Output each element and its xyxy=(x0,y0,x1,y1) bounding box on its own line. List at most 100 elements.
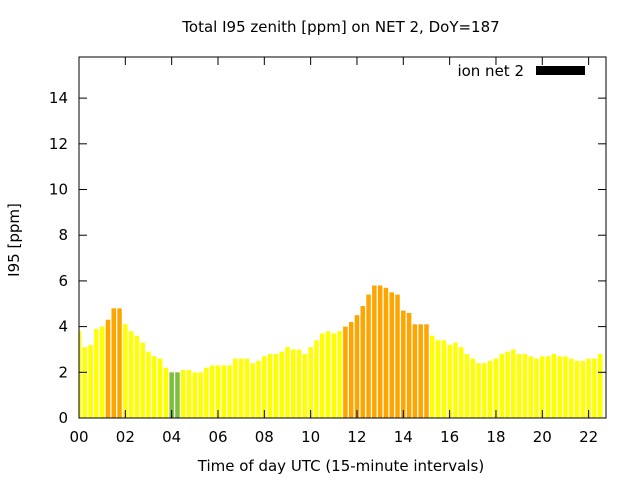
bar xyxy=(522,354,528,418)
bar xyxy=(273,354,279,418)
bar xyxy=(534,358,539,418)
x-tick-label: 16 xyxy=(440,428,459,446)
bar xyxy=(250,363,255,418)
bar xyxy=(175,372,180,418)
bar xyxy=(372,285,377,418)
x-tick-label: 02 xyxy=(116,428,135,446)
bar xyxy=(418,324,423,418)
x-tick-label: 22 xyxy=(579,428,598,446)
bar xyxy=(360,306,366,418)
bar xyxy=(487,360,493,418)
bar xyxy=(279,351,284,418)
bar xyxy=(186,370,192,418)
bar xyxy=(99,326,105,418)
bar xyxy=(146,351,151,418)
bar xyxy=(453,342,458,418)
bar xyxy=(233,358,238,418)
bar xyxy=(540,356,545,418)
bar xyxy=(204,367,209,418)
bar xyxy=(354,315,360,418)
bar xyxy=(285,347,290,418)
plot-frame xyxy=(78,56,607,419)
bar xyxy=(262,356,267,418)
bar xyxy=(476,363,481,418)
bar xyxy=(128,331,134,418)
bar xyxy=(134,335,140,418)
bar-series xyxy=(79,285,603,418)
bar xyxy=(163,367,169,418)
bar xyxy=(441,340,447,418)
bar xyxy=(105,319,111,418)
bar xyxy=(511,349,516,418)
bar xyxy=(464,354,470,418)
bar xyxy=(377,285,383,418)
legend: ion net 2 xyxy=(457,62,585,80)
bar xyxy=(430,335,435,418)
bar xyxy=(516,354,522,418)
x-tick-label: 00 xyxy=(69,428,88,446)
bar xyxy=(366,294,371,418)
bar xyxy=(308,347,313,418)
bar xyxy=(88,344,93,418)
y-tick-label: 8 xyxy=(58,226,68,244)
x-tick-label: 18 xyxy=(486,428,505,446)
bar xyxy=(314,340,319,418)
bar xyxy=(563,356,568,418)
bar xyxy=(383,287,389,418)
y-axis-label: I95 [ppm] xyxy=(5,203,23,277)
bar xyxy=(528,356,533,418)
bar xyxy=(140,342,145,418)
bar xyxy=(447,344,452,418)
bar xyxy=(117,308,122,418)
legend-label: ion net 2 xyxy=(457,62,524,80)
y-tick-label: 6 xyxy=(58,272,68,290)
y-tick-label: 2 xyxy=(58,363,68,381)
bar xyxy=(470,358,476,418)
bar xyxy=(458,347,464,418)
bar xyxy=(123,324,128,418)
bar xyxy=(557,356,562,418)
bar xyxy=(389,292,394,418)
bar xyxy=(505,351,510,418)
bar xyxy=(169,372,174,418)
bar xyxy=(395,294,400,418)
bar xyxy=(291,349,296,418)
bar xyxy=(482,363,487,418)
bar xyxy=(597,354,603,418)
y-tick-label: 0 xyxy=(58,409,68,427)
bar xyxy=(227,365,232,418)
x-tick-label: 12 xyxy=(347,428,366,446)
x-tick-label: 04 xyxy=(162,428,181,446)
bar xyxy=(238,358,244,418)
bar xyxy=(412,324,418,418)
bar xyxy=(435,340,441,418)
bar xyxy=(157,358,163,418)
bar xyxy=(215,365,221,418)
bar xyxy=(401,310,406,418)
bar xyxy=(568,358,574,418)
bar xyxy=(325,331,331,418)
bar xyxy=(256,360,261,418)
bar xyxy=(592,358,597,418)
y-tick-label: 12 xyxy=(49,135,68,153)
x-tick-label: 14 xyxy=(394,428,413,446)
x-tick-label: 06 xyxy=(208,428,227,446)
bar xyxy=(209,365,215,418)
bar xyxy=(221,365,227,418)
bar xyxy=(337,331,342,418)
bar xyxy=(152,356,157,418)
bar xyxy=(499,354,505,418)
bar xyxy=(493,358,499,418)
bar xyxy=(319,333,325,418)
x-tick-label: 20 xyxy=(533,428,552,446)
x-axis-label: Time of day UTC (15-minute intervals) xyxy=(197,457,484,475)
y-tick-label: 4 xyxy=(58,318,68,336)
bar xyxy=(574,360,580,418)
bar xyxy=(331,333,337,418)
legend-swatch xyxy=(536,66,585,75)
bar xyxy=(348,322,354,418)
y-tick-label: 10 xyxy=(49,181,68,199)
bar xyxy=(82,347,88,418)
